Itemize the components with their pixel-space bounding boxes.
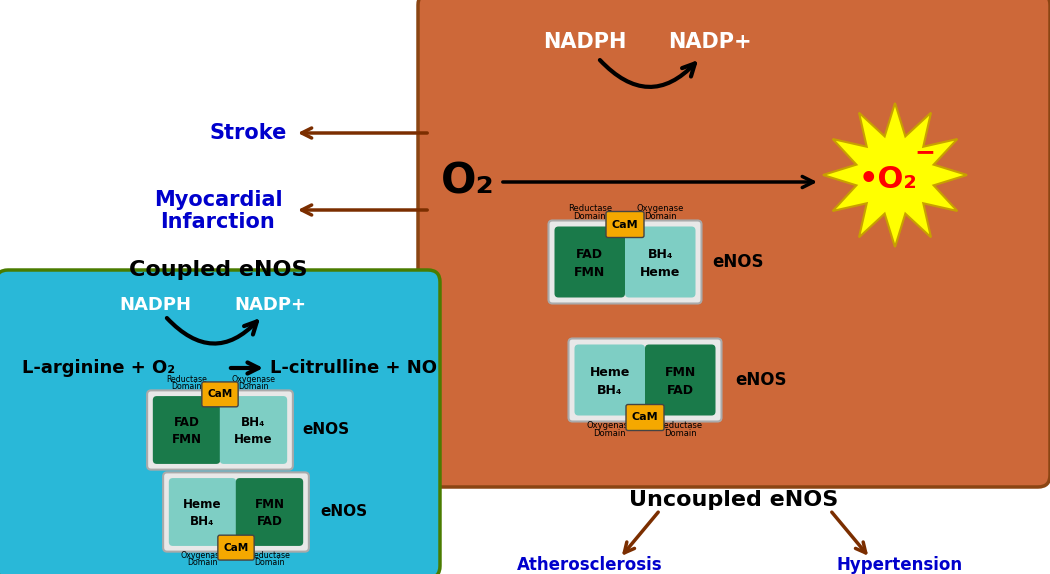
Text: Stroke: Stroke [209, 123, 287, 143]
Text: Heme: Heme [589, 366, 630, 378]
Text: Reductase: Reductase [166, 375, 207, 383]
Text: Oxygenase: Oxygenase [636, 204, 684, 213]
Text: Reductase: Reductase [249, 550, 290, 560]
Text: FAD: FAD [173, 416, 200, 429]
FancyBboxPatch shape [202, 382, 238, 407]
FancyBboxPatch shape [147, 390, 293, 470]
Text: Oxygenase: Oxygenase [181, 550, 225, 560]
Text: NADP+: NADP+ [668, 32, 752, 52]
Text: Heme: Heme [640, 266, 680, 278]
Text: Hypertension: Hypertension [837, 556, 963, 574]
Text: NADPH: NADPH [119, 296, 191, 314]
Text: Heme: Heme [234, 433, 273, 446]
FancyBboxPatch shape [169, 478, 236, 546]
Text: CaM: CaM [632, 413, 658, 422]
Text: O₂: O₂ [441, 161, 495, 203]
Text: Reductase: Reductase [658, 421, 702, 430]
Text: Domain: Domain [238, 382, 269, 391]
Text: FMN: FMN [574, 266, 606, 278]
FancyBboxPatch shape [217, 535, 254, 560]
Text: BH₄: BH₄ [190, 515, 214, 528]
Text: Coupled eNOS: Coupled eNOS [129, 260, 308, 280]
Text: L-citrulline + NO: L-citrulline + NO [270, 359, 437, 377]
Text: Domain: Domain [644, 212, 676, 221]
Text: eNOS: eNOS [712, 253, 763, 271]
Text: FMN: FMN [665, 366, 696, 378]
FancyBboxPatch shape [645, 344, 715, 416]
Text: CaM: CaM [224, 542, 249, 553]
Text: Atherosclerosis: Atherosclerosis [518, 556, 663, 574]
Text: FMN: FMN [254, 498, 285, 511]
FancyBboxPatch shape [548, 220, 701, 304]
Text: Domain: Domain [573, 212, 606, 221]
Text: •O₂: •O₂ [859, 165, 918, 195]
Text: Oxygenase: Oxygenase [231, 375, 275, 383]
Text: eNOS: eNOS [320, 505, 368, 519]
Text: BH₄: BH₄ [648, 247, 673, 261]
Text: Domain: Domain [171, 382, 202, 391]
FancyBboxPatch shape [625, 227, 695, 297]
FancyBboxPatch shape [418, 0, 1050, 487]
Text: eNOS: eNOS [302, 422, 349, 437]
FancyBboxPatch shape [153, 396, 220, 464]
Text: Myocardial: Myocardial [153, 190, 282, 210]
Text: eNOS: eNOS [735, 371, 786, 389]
FancyBboxPatch shape [0, 270, 440, 574]
Text: Domain: Domain [593, 429, 626, 438]
Polygon shape [823, 103, 967, 247]
Text: FAD: FAD [667, 383, 694, 397]
Text: CaM: CaM [208, 389, 233, 400]
FancyBboxPatch shape [554, 227, 625, 297]
Text: Oxygenase: Oxygenase [586, 421, 633, 430]
Text: Domain: Domain [254, 559, 285, 567]
FancyBboxPatch shape [568, 339, 721, 421]
Text: L-arginine + O₂: L-arginine + O₂ [22, 359, 175, 377]
Text: BH₄: BH₄ [597, 383, 623, 397]
Text: Infarction: Infarction [161, 212, 275, 232]
FancyBboxPatch shape [163, 472, 309, 552]
Text: NADPH: NADPH [543, 32, 627, 52]
Text: Domain: Domain [187, 559, 217, 567]
Text: FMN: FMN [171, 433, 202, 446]
Text: FAD: FAD [576, 247, 604, 261]
FancyBboxPatch shape [606, 211, 644, 238]
Text: Domain: Domain [664, 429, 696, 438]
Text: CaM: CaM [612, 219, 638, 230]
Text: Reductase: Reductase [568, 204, 612, 213]
Text: FAD: FAD [256, 515, 282, 528]
FancyBboxPatch shape [236, 478, 303, 546]
Text: Heme: Heme [183, 498, 222, 511]
FancyBboxPatch shape [219, 396, 288, 464]
Text: BH₄: BH₄ [242, 416, 266, 429]
Text: NADP+: NADP+ [234, 296, 306, 314]
FancyBboxPatch shape [626, 405, 664, 430]
FancyBboxPatch shape [574, 344, 645, 416]
Text: −: − [915, 140, 936, 164]
Text: Uncoupled eNOS: Uncoupled eNOS [629, 490, 839, 510]
